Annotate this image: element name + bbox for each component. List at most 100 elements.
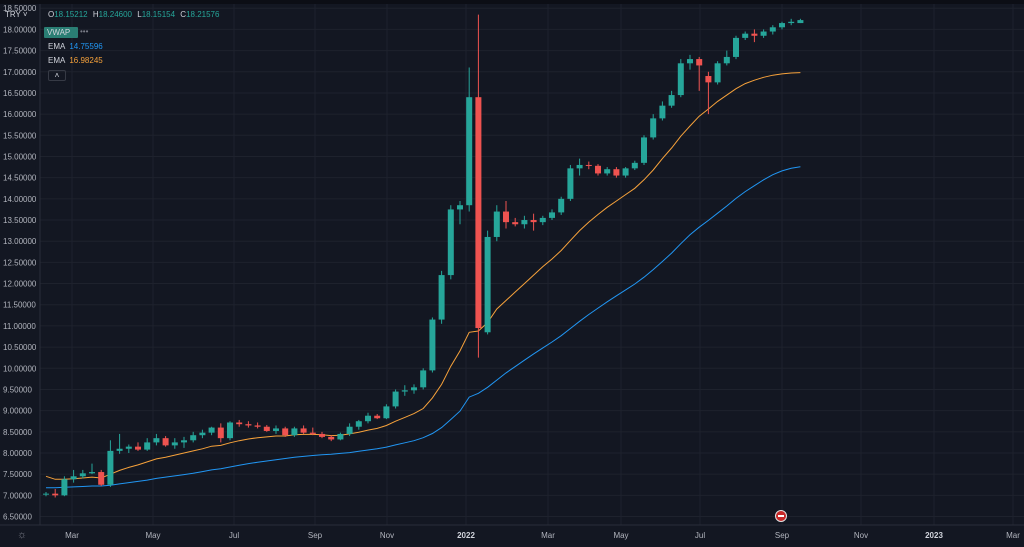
candle-body bbox=[576, 164, 583, 169]
candle bbox=[567, 164, 574, 201]
candle bbox=[696, 56, 703, 91]
candle bbox=[61, 476, 68, 497]
candle bbox=[668, 90, 675, 108]
candle-body bbox=[493, 211, 500, 237]
high-label: H bbox=[92, 10, 99, 19]
candle bbox=[52, 488, 59, 498]
candle bbox=[641, 135, 647, 165]
candle bbox=[631, 160, 638, 171]
candle-body bbox=[512, 222, 519, 225]
candle bbox=[687, 54, 693, 70]
candle-body bbox=[217, 427, 224, 439]
candle-body bbox=[254, 425, 261, 427]
candle-body bbox=[392, 391, 399, 407]
candle bbox=[199, 429, 206, 439]
candle bbox=[503, 200, 509, 229]
candle bbox=[585, 161, 592, 170]
candle bbox=[291, 426, 298, 437]
candle-body bbox=[337, 433, 344, 440]
y-tick-label: 13.50000 bbox=[3, 216, 37, 225]
candle bbox=[227, 421, 233, 441]
ema-slow-legend[interactable]: EMA 14.75596 bbox=[48, 42, 103, 51]
candle-body bbox=[687, 59, 693, 64]
candle-body bbox=[43, 493, 49, 495]
candle-body bbox=[797, 20, 804, 24]
candle-body bbox=[346, 426, 353, 434]
x-tick-label: Sep bbox=[308, 531, 323, 540]
candle bbox=[319, 431, 325, 439]
candle-body bbox=[613, 169, 620, 176]
candle-body bbox=[503, 211, 509, 223]
candle bbox=[355, 419, 362, 430]
event-flag-icon[interactable] bbox=[775, 510, 787, 522]
candle bbox=[530, 213, 537, 231]
candle bbox=[760, 29, 767, 38]
settings-gear-icon[interactable]: ☼ bbox=[17, 529, 28, 541]
top-bar bbox=[0, 0, 1024, 4]
candle-body bbox=[291, 428, 298, 436]
candle-body bbox=[153, 438, 160, 443]
candle bbox=[89, 463, 95, 475]
candle-body bbox=[457, 205, 463, 210]
open-label: O bbox=[48, 10, 55, 19]
y-tick-label: 9.00000 bbox=[3, 407, 32, 416]
x-tick-label: Mar bbox=[1006, 531, 1020, 540]
y-tick-label: 16.00000 bbox=[3, 110, 37, 119]
candle-body bbox=[79, 473, 86, 477]
candle bbox=[70, 469, 77, 483]
candle bbox=[300, 425, 307, 434]
more-options-icon[interactable]: ••• bbox=[80, 27, 89, 36]
candle-body bbox=[420, 370, 427, 388]
ema-fast-label: EMA bbox=[48, 56, 66, 65]
candle bbox=[383, 404, 390, 420]
candle bbox=[714, 61, 721, 85]
ema-fast-value: 16.98245 bbox=[69, 56, 103, 65]
x-tick-label: 2023 bbox=[925, 531, 943, 540]
y-tick-label: 15.50000 bbox=[3, 131, 37, 140]
candle bbox=[162, 436, 169, 447]
candle bbox=[613, 167, 620, 178]
candle-body bbox=[245, 424, 252, 426]
ema-slow-value: 14.75596 bbox=[69, 42, 103, 51]
candle-body bbox=[162, 438, 169, 446]
candle-body bbox=[309, 432, 316, 434]
x-tick-label: Jul bbox=[695, 531, 705, 540]
symbol-selector[interactable]: TRY ˅ bbox=[5, 10, 28, 19]
x-tick-label: Nov bbox=[380, 531, 394, 540]
y-tick-label: 7.00000 bbox=[3, 491, 32, 500]
candle bbox=[466, 67, 473, 212]
candle bbox=[208, 426, 215, 436]
candle bbox=[365, 412, 371, 424]
candle-body bbox=[181, 440, 187, 443]
ema-fast-legend[interactable]: EMA 16.98245 bbox=[48, 56, 103, 65]
candle-body bbox=[171, 442, 178, 446]
low-value: 18.15154 bbox=[141, 10, 176, 19]
candle-body bbox=[199, 432, 206, 436]
candle-body bbox=[89, 472, 95, 474]
y-tick-label: 7.50000 bbox=[3, 470, 32, 479]
collapse-legend-button[interactable]: ˄ bbox=[48, 70, 66, 81]
ema-fast-series-line bbox=[45, 72, 801, 480]
candle bbox=[751, 29, 758, 43]
candle bbox=[282, 426, 289, 437]
candle bbox=[217, 423, 224, 443]
candle-body bbox=[438, 275, 445, 320]
ema-slow-label: EMA bbox=[48, 42, 66, 51]
candle-body bbox=[447, 209, 454, 276]
y-tick-label: 12.00000 bbox=[3, 280, 37, 289]
candle bbox=[484, 230, 491, 335]
candle bbox=[457, 200, 463, 225]
x-axis[interactable]: Mar May Jul Sep Nov 2022 Mar May Jul Sep Nov 2023 Ma… bbox=[65, 531, 1020, 540]
candle bbox=[604, 167, 611, 176]
candle-body bbox=[135, 446, 141, 450]
vwap-indicator-label[interactable]: VWAP bbox=[44, 27, 78, 38]
candle-body bbox=[98, 472, 105, 485]
y-axis[interactable]: 6.50000 7.00000 7.50000 8.00000 8.50000 9.000… bbox=[3, 4, 37, 521]
candle bbox=[144, 438, 151, 451]
candle bbox=[236, 419, 243, 427]
candle-body bbox=[595, 165, 601, 174]
candle-body bbox=[539, 217, 546, 223]
candle-body bbox=[668, 95, 675, 106]
y-tick-label: 6.50000 bbox=[3, 513, 32, 522]
